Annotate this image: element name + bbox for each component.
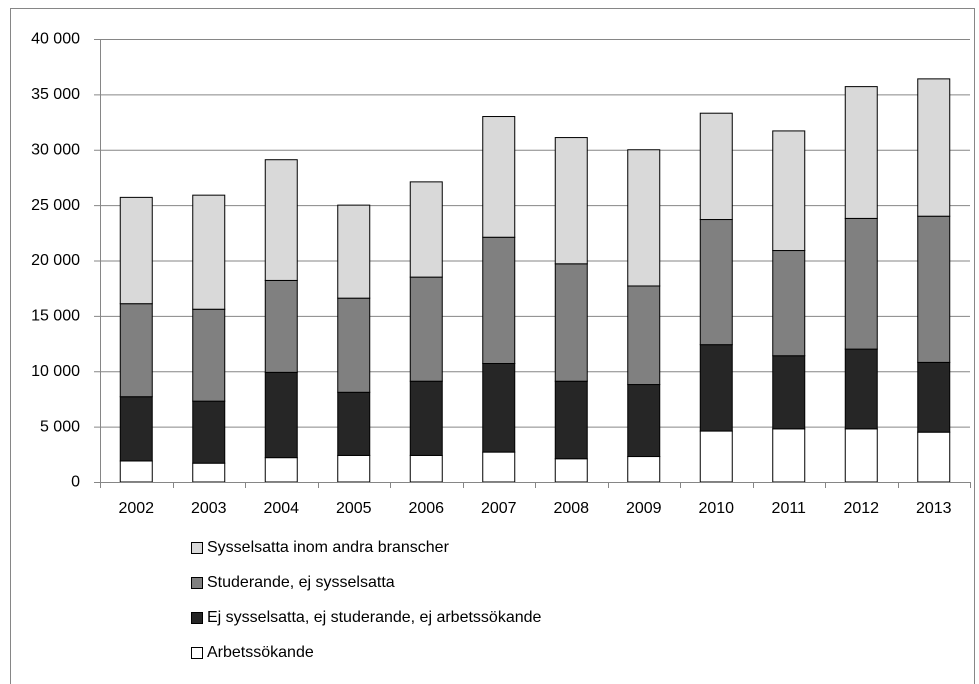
y-tick-label: 5 000 xyxy=(40,418,80,435)
bar-segment xyxy=(337,297,371,393)
bar-segment xyxy=(554,458,588,483)
chart-frame xyxy=(10,8,975,684)
x-tick-label: 2002 xyxy=(118,500,154,517)
bar-segment xyxy=(772,355,806,430)
legend-label: Sysselsatta inom andra branscher xyxy=(207,539,450,556)
x-tick-label: 2008 xyxy=(553,500,589,517)
bar-segment xyxy=(844,348,878,430)
legend-label: Arbetssökande xyxy=(207,644,314,661)
bar-segment xyxy=(264,279,298,373)
bar-segment xyxy=(844,428,878,483)
bar-segment xyxy=(337,454,371,483)
legend-swatch xyxy=(191,647,203,659)
bar-segment xyxy=(772,428,806,483)
bar-segment xyxy=(482,451,516,483)
bar-segment xyxy=(119,196,153,305)
bar-segment xyxy=(192,194,226,310)
y-tick-label: 10 000 xyxy=(31,363,80,380)
bar-segment xyxy=(627,456,661,483)
legend-swatch xyxy=(191,577,203,589)
bar-segment xyxy=(192,308,226,402)
x-tick-label: 2012 xyxy=(843,500,879,517)
x-tick-label: 2007 xyxy=(481,500,517,517)
bar-segment xyxy=(917,215,951,363)
x-tick-label: 2004 xyxy=(263,500,299,517)
bar-segment xyxy=(699,112,733,221)
bar-segment xyxy=(264,371,298,459)
bar-segment xyxy=(192,400,226,464)
bar-segment xyxy=(482,236,516,364)
bar-segment xyxy=(554,380,588,460)
bar-segment xyxy=(119,396,153,462)
bar-segment xyxy=(627,285,661,386)
bar-segment xyxy=(627,149,661,287)
y-tick-label: 0 xyxy=(71,474,80,491)
x-tick-label: 2005 xyxy=(336,500,372,517)
y-tick-label: 25 000 xyxy=(31,197,80,214)
bar-segment xyxy=(337,204,371,299)
bar-segment xyxy=(554,137,588,265)
bar-segment xyxy=(917,361,951,433)
bar-segment xyxy=(699,430,733,483)
bar-segment xyxy=(119,460,153,483)
bar-segment xyxy=(119,303,153,398)
bar-segment xyxy=(627,384,661,458)
bar-segment xyxy=(409,454,443,483)
bar-segment xyxy=(917,431,951,483)
bar-segment xyxy=(409,380,443,456)
y-tick-label: 40 000 xyxy=(31,31,80,48)
bar-segment xyxy=(264,159,298,281)
bar-segment xyxy=(699,219,733,346)
x-tick-label: 2011 xyxy=(772,500,807,517)
y-tick-label: 15 000 xyxy=(31,308,80,325)
legend-label: Ej sysselsatta, ej studerande, ej arbets… xyxy=(207,609,542,626)
x-tick-label: 2010 xyxy=(698,500,734,517)
bar-segment xyxy=(409,276,443,382)
y-tick-label: 35 000 xyxy=(31,86,80,103)
bar-segment xyxy=(409,181,443,278)
x-tick-label: 2009 xyxy=(626,500,662,517)
legend-swatch xyxy=(191,542,203,554)
bar-segment xyxy=(554,263,588,382)
x-tick-label: 2013 xyxy=(916,500,952,517)
bar-segment xyxy=(264,457,298,483)
legend-label: Studerande, ej sysselsatta xyxy=(207,574,395,591)
legend-swatch xyxy=(191,612,203,624)
y-tick-label: 30 000 xyxy=(31,141,80,158)
bar-segment xyxy=(844,217,878,350)
bar-segment xyxy=(482,362,516,453)
bar-segment xyxy=(482,116,516,238)
bar-segment xyxy=(699,344,733,432)
y-tick-label: 20 000 xyxy=(31,252,80,269)
bar-segment xyxy=(337,391,371,456)
x-tick-label: 2003 xyxy=(191,500,227,517)
x-tick-label: 2006 xyxy=(408,500,444,517)
bar-segment xyxy=(192,462,226,483)
bar-segment xyxy=(844,86,878,219)
bar-segment xyxy=(772,250,806,357)
bar-segment xyxy=(772,130,806,252)
bar-segment xyxy=(917,78,951,217)
